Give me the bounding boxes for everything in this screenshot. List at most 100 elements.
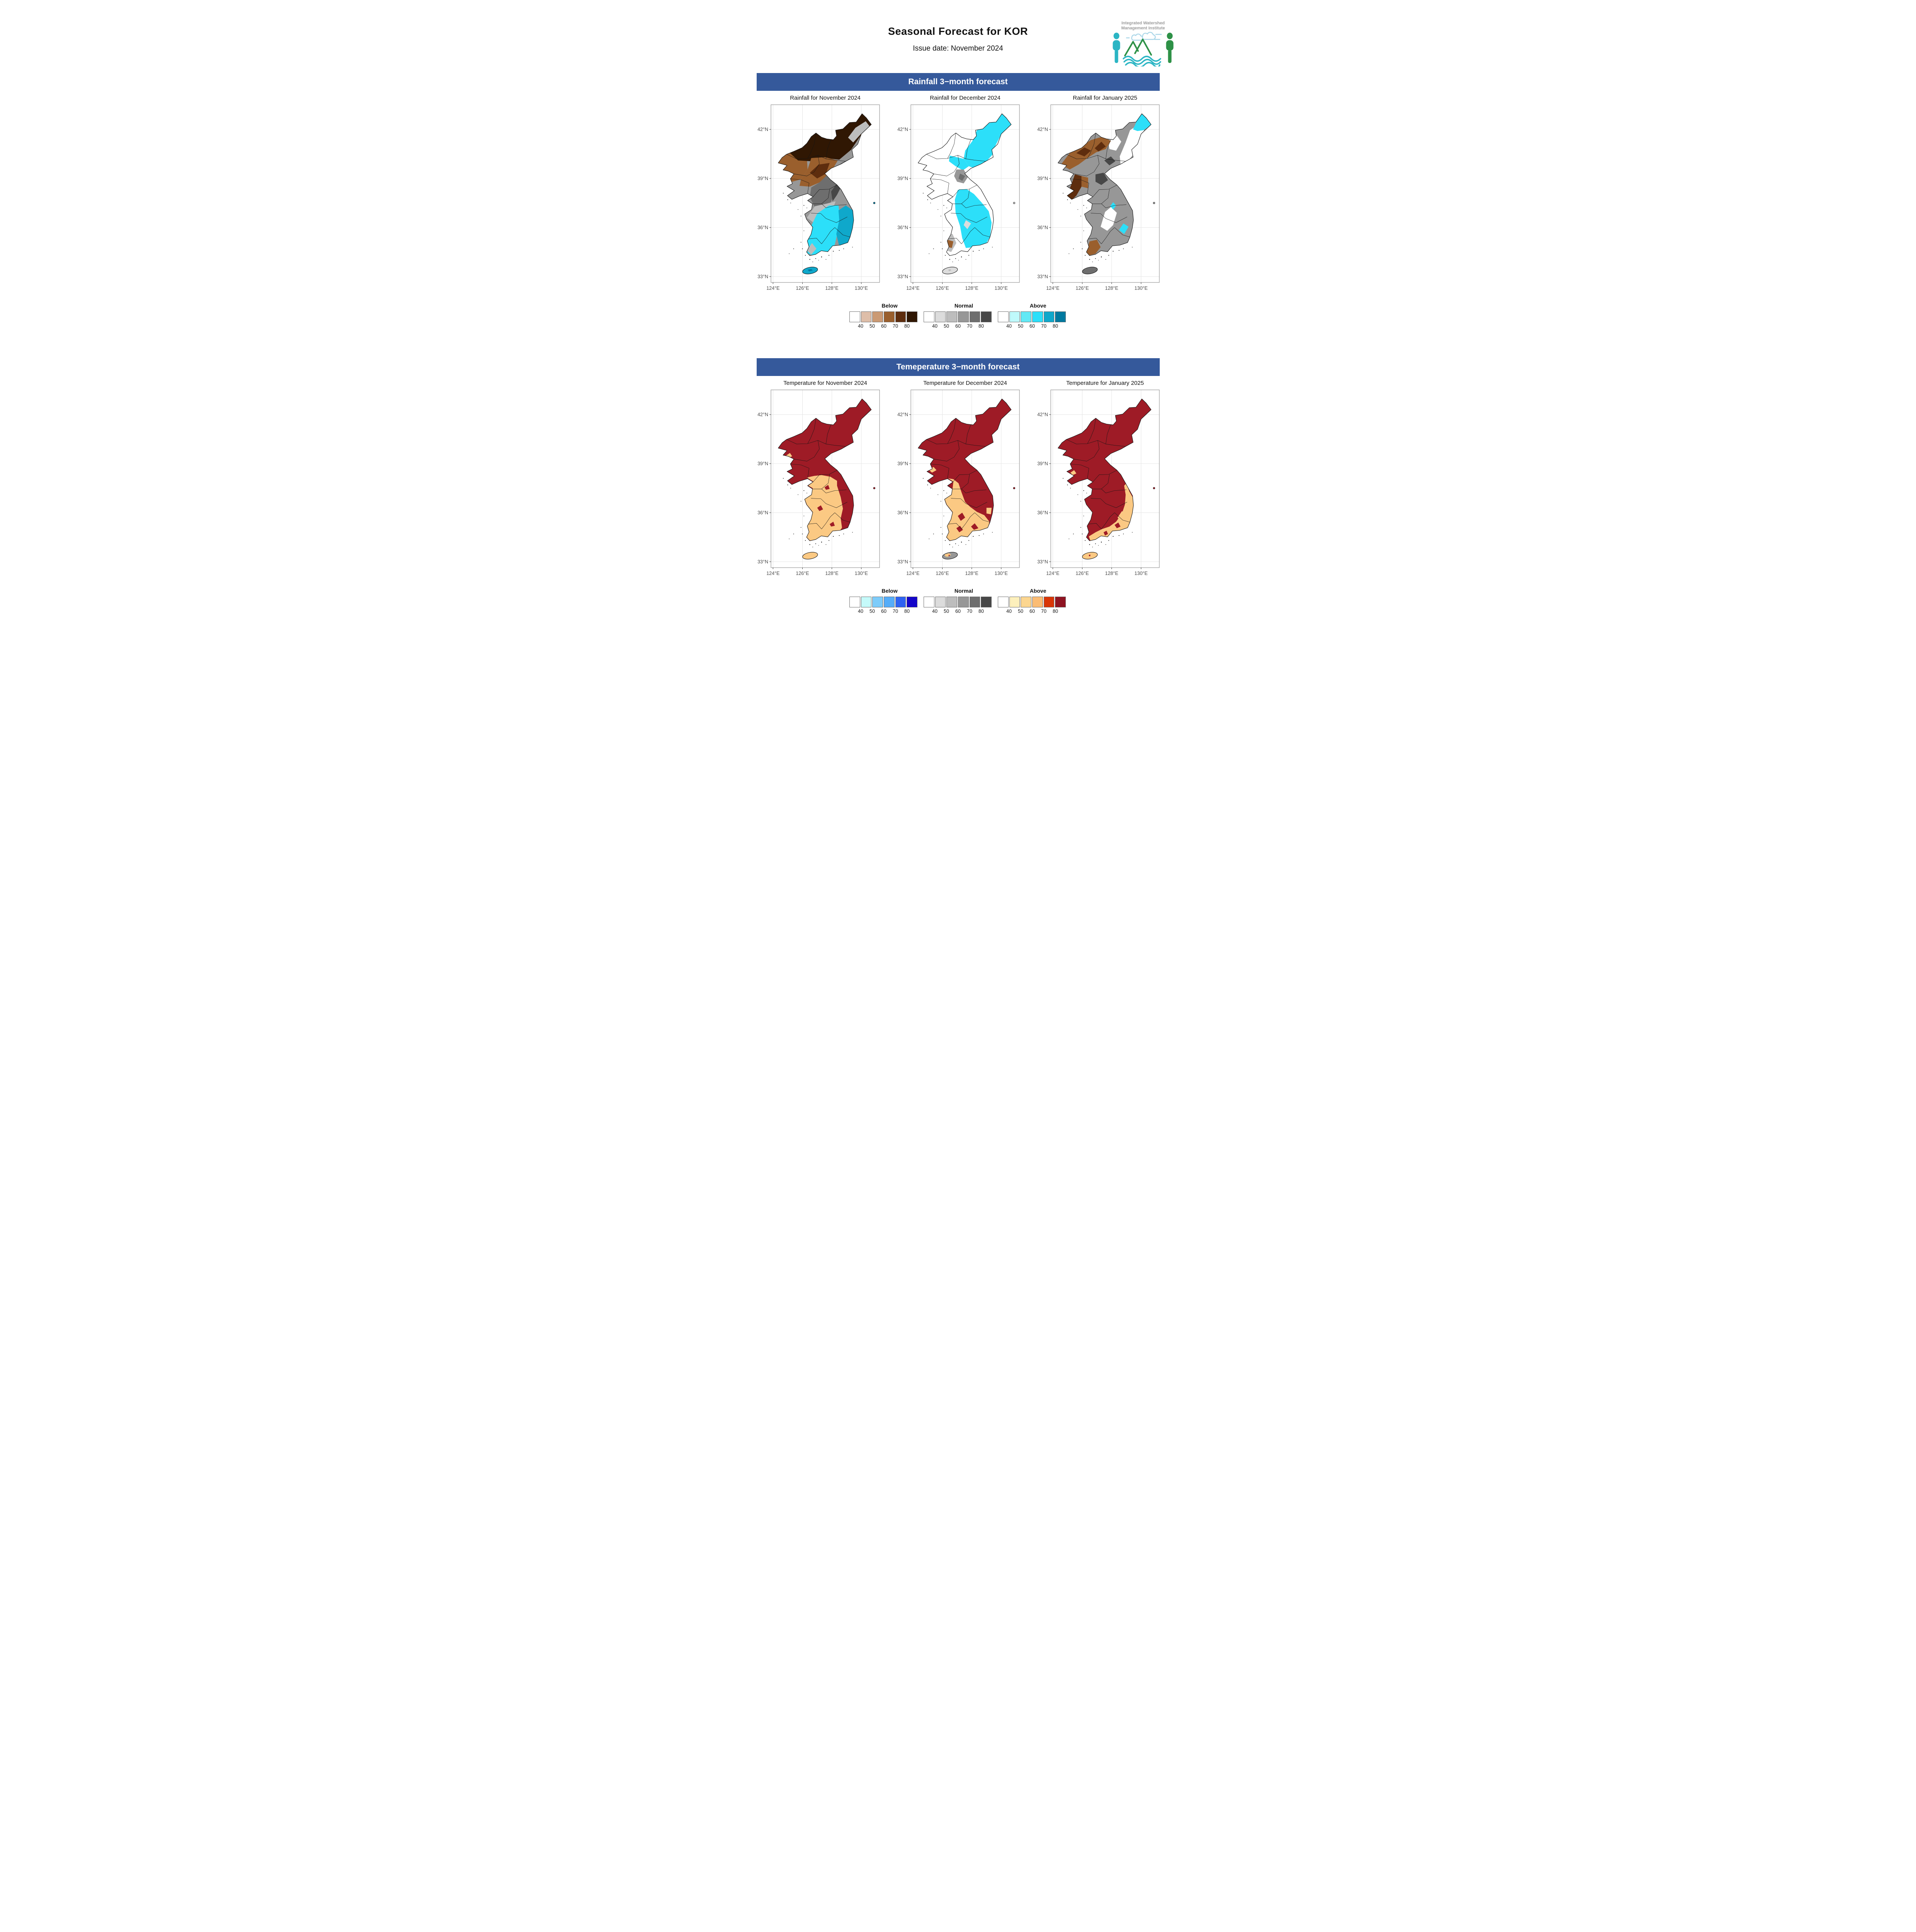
svg-text:124°E: 124°E [1046, 286, 1059, 291]
rainfall-map-november-2024: 42°N 39°N 36°N 33°N 124°E 126°E 128°E 130°E [757, 104, 880, 291]
legend-tick-value: 60 [881, 609, 887, 614]
legend-swatch [907, 597, 918, 607]
legend-swatch [1009, 597, 1020, 607]
legend-tick-value: 80 [904, 323, 910, 329]
svg-text:39°N: 39°N [1037, 461, 1048, 466]
legend-swatch [1021, 597, 1032, 607]
legend-tick-value: 40 [858, 609, 863, 614]
page: Seasonal Forecast for KOR Issue date: No… [718, 0, 1198, 677]
legend-swatch [861, 311, 872, 322]
svg-text:126°E: 126°E [1075, 571, 1089, 576]
legend-tick-values: 40 50 60 70 80 [998, 609, 1067, 616]
legend-swatches [924, 311, 992, 322]
legend-swatch [895, 597, 906, 607]
legend-group-normal: Normal 40 50 60 70 80 [924, 588, 992, 616]
svg-text:128°E: 128°E [965, 571, 978, 576]
legend-tick-values: 40 50 60 70 80 [924, 323, 992, 330]
legend-group-above: Above 40 50 60 70 80 [998, 588, 1067, 616]
svg-text:130°E: 130°E [995, 571, 1008, 576]
legend-tick-value: 40 [1006, 609, 1012, 614]
legend-group-below: Below 40 50 60 70 80 [849, 588, 918, 616]
legend-tick-values: 40 50 60 70 80 [849, 609, 918, 616]
svg-text:130°E: 130°E [995, 286, 1008, 291]
svg-text:124°E: 124°E [906, 571, 919, 576]
legend-tick-value: 80 [1053, 323, 1058, 329]
legend-swatch [1032, 597, 1043, 607]
svg-text:36°N: 36°N [1037, 225, 1048, 230]
map-block-rainfall-november: Rainfall for November 2024 42°N 39°N 36°N 3… [753, 95, 883, 297]
rainfall-legend: Below 40 50 60 70 80 Normal 40 50 60 70 80 Above 40 50… [718, 303, 1198, 330]
legend-tick-value: 60 [1029, 323, 1035, 329]
svg-text:39°N: 39°N [1037, 176, 1048, 181]
svg-text:39°N: 39°N [897, 461, 908, 466]
legend-tick-value: 50 [944, 609, 949, 614]
legend-swatch [981, 597, 992, 607]
temperature-maps-row: Temperature for November 2024 42°N 39°N 36… [753, 380, 1163, 582]
svg-text:126°E: 126°E [936, 571, 949, 576]
legend-tick-value: 50 [1018, 609, 1023, 614]
legend-swatch [946, 597, 958, 607]
legend-swatches [998, 311, 1067, 322]
legend-swatch [935, 311, 946, 322]
legend-swatch [1055, 597, 1066, 607]
legend-swatch [907, 311, 918, 322]
svg-text:126°E: 126°E [936, 286, 949, 291]
svg-text:42°N: 42°N [897, 412, 908, 417]
rainfall-map-december-2024: 42°N 39°N 36°N 33°N 124°E 126°E 128°E 130°E [897, 104, 1020, 291]
map-title: Rainfall for November 2024 [790, 95, 861, 101]
legend-swatch [981, 311, 992, 322]
legend-tick-value: 80 [904, 609, 910, 614]
legend-tick-value: 70 [967, 323, 972, 329]
legend-tick-values: 40 50 60 70 80 [924, 609, 992, 616]
legend-tick-value: 40 [932, 323, 938, 329]
svg-text:130°E: 130°E [1135, 571, 1148, 576]
legend-tick-values: 40 50 60 70 80 [849, 323, 918, 330]
legend-swatch [1043, 597, 1055, 607]
legend-tick-value: 60 [955, 323, 961, 329]
legend-group-below: Below 40 50 60 70 80 [849, 303, 918, 330]
temperature-map-november-2024: 42°N 39°N 36°N 33°N 124°E 126°E 128°E 130°E [757, 389, 880, 576]
svg-text:126°E: 126°E [796, 571, 809, 576]
legend-tick-value: 40 [932, 609, 938, 614]
svg-text:42°N: 42°N [757, 127, 768, 132]
legend-swatch [998, 597, 1009, 607]
svg-text:124°E: 124°E [906, 286, 919, 291]
svg-text:130°E: 130°E [855, 286, 868, 291]
legend-swatches [849, 311, 918, 322]
svg-text:124°E: 124°E [766, 571, 779, 576]
svg-text:33°N: 33°N [757, 274, 768, 279]
rainfall-map-january-2025: 42°N 39°N 36°N 33°N 124°E 126°E 128°E 130°E [1037, 104, 1160, 291]
temperature-section-banner: Temeperature 3−month forecast [756, 358, 1160, 376]
legend-group-title: Above [1029, 588, 1046, 594]
svg-text:42°N: 42°N [1037, 127, 1048, 132]
legend-tick-value: 70 [1041, 609, 1046, 614]
svg-text:33°N: 33°N [1037, 559, 1048, 565]
legend-swatch [958, 311, 969, 322]
rainfall-section-banner: Rainfall 3−month forecast [756, 73, 1160, 91]
legend-tick-value: 80 [978, 323, 984, 329]
svg-text:33°N: 33°N [897, 559, 908, 565]
institute-logo: Integrated Watershed Management Institut… [1109, 21, 1178, 68]
map-block-temperature-december: Temperature for December 2024 42°N 39°N 36… [893, 380, 1023, 582]
svg-text:126°E: 126°E [1075, 286, 1089, 291]
legend-group-normal: Normal 40 50 60 70 80 [924, 303, 992, 330]
legend-tick-value: 70 [1041, 323, 1046, 329]
legend-swatch [969, 311, 980, 322]
svg-text:128°E: 128°E [1105, 286, 1118, 291]
legend-tick-value: 70 [967, 609, 972, 614]
legend-group-above: Above 40 50 60 70 80 [998, 303, 1067, 330]
legend-swatch [895, 311, 906, 322]
logo-text-line1: Integrated Watershed [1121, 21, 1165, 26]
legend-swatch [1009, 311, 1020, 322]
legend-swatch [924, 311, 934, 322]
page-title: Seasonal Forecast for KOR [888, 26, 1028, 37]
svg-text:36°N: 36°N [897, 225, 908, 230]
svg-text:130°E: 130°E [1135, 286, 1148, 291]
legend-group-title: Below [881, 588, 898, 594]
temperature-map-january-2025: 42°N 39°N 36°N 33°N 124°E 126°E 128°E 130°E [1037, 389, 1160, 576]
svg-text:128°E: 128°E [1105, 571, 1118, 576]
legend-swatch [946, 311, 958, 322]
legend-swatch [884, 311, 895, 322]
svg-text:42°N: 42°N [897, 127, 908, 132]
legend-tick-value: 80 [1053, 609, 1058, 614]
